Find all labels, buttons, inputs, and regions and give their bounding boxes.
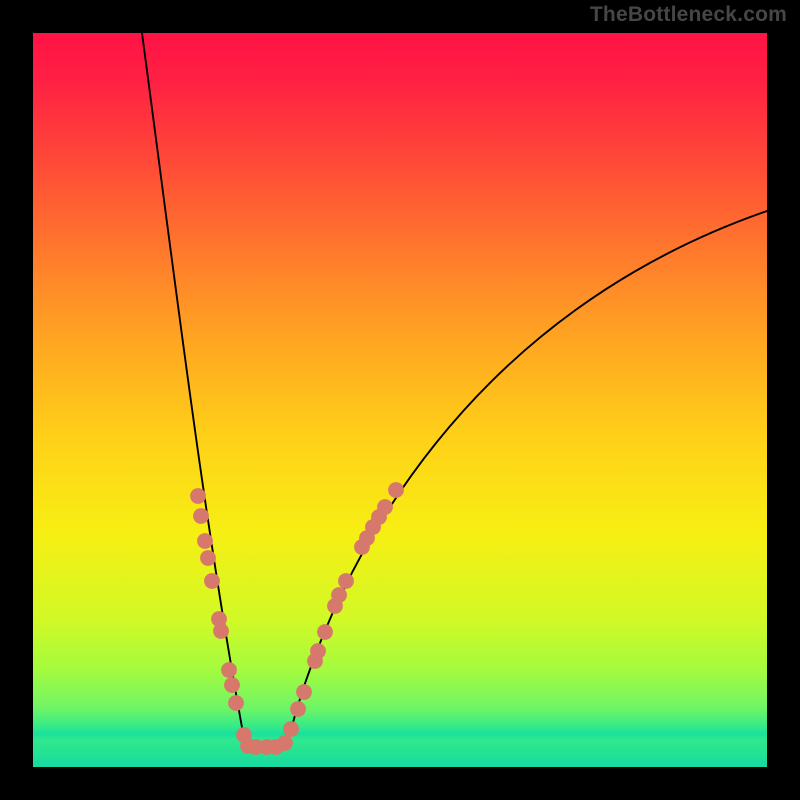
- data-marker: [190, 488, 206, 504]
- data-marker: [200, 550, 216, 566]
- data-marker: [331, 587, 347, 603]
- data-marker: [388, 482, 404, 498]
- data-marker: [310, 643, 326, 659]
- data-marker: [197, 533, 213, 549]
- data-marker: [221, 662, 237, 678]
- chart-container: TheBottleneck.com: [0, 0, 800, 800]
- data-marker: [317, 624, 333, 640]
- chart-svg: [33, 33, 767, 767]
- watermark-text: TheBottleneck.com: [590, 3, 787, 27]
- data-marker: [296, 684, 312, 700]
- data-marker: [228, 695, 244, 711]
- data-marker: [277, 735, 293, 751]
- data-marker: [204, 573, 220, 589]
- data-marker: [283, 721, 299, 737]
- data-marker: [290, 701, 306, 717]
- gradient-background: [33, 33, 767, 767]
- data-marker: [224, 677, 240, 693]
- data-marker: [213, 623, 229, 639]
- plot-area: [33, 33, 767, 767]
- data-marker: [338, 573, 354, 589]
- data-marker: [377, 499, 393, 515]
- data-marker: [193, 508, 209, 524]
